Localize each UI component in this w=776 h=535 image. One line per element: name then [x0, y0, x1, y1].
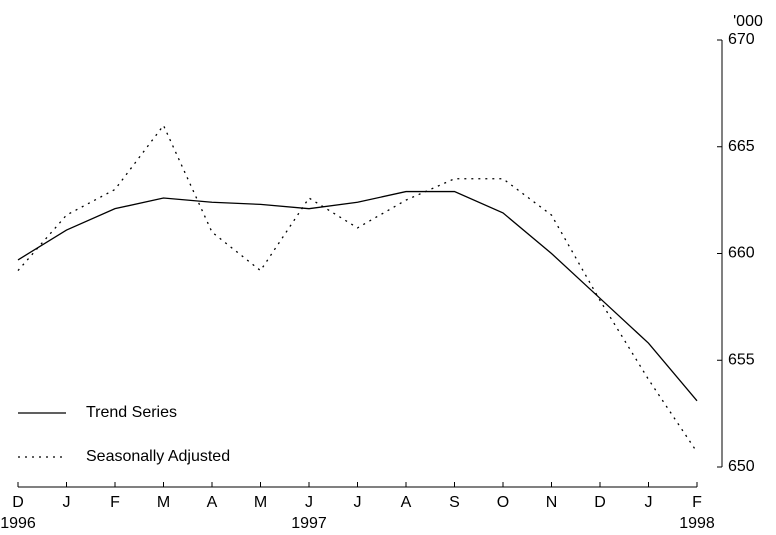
- x-tick-label: M: [254, 494, 267, 511]
- series-line: [17, 190, 698, 402]
- x-tick-label: A: [401, 494, 412, 511]
- x-year-label: 1996: [0, 515, 36, 532]
- x-tick-label: J: [354, 494, 362, 511]
- x-year-label: 1997: [291, 515, 327, 532]
- y-tick-label: 655: [728, 351, 755, 368]
- y-tick-label: 665: [728, 138, 755, 155]
- x-tick-label: D: [594, 494, 606, 511]
- y-tick-label: 660: [728, 245, 755, 262]
- x-tick-label: N: [546, 494, 558, 511]
- y-unit-label: '000: [733, 13, 763, 30]
- x-tick-label: F: [110, 494, 120, 511]
- x-year-label: 1998: [679, 515, 715, 532]
- x-tick-label: O: [497, 494, 509, 511]
- x-tick-label: J: [305, 494, 313, 511]
- x-tick-label: D: [12, 494, 24, 511]
- x-tick-label: J: [63, 494, 71, 511]
- series-line: [17, 124, 698, 453]
- legend-label: Seasonally Adjusted: [86, 448, 230, 465]
- x-tick-label: S: [449, 494, 460, 511]
- legend-label: Trend Series: [86, 404, 177, 421]
- x-tick-label: M: [157, 494, 170, 511]
- y-tick-label: 650: [728, 458, 755, 475]
- x-tick-label: F: [692, 494, 702, 511]
- x-tick-label: J: [645, 494, 653, 511]
- x-tick-label: A: [207, 494, 218, 511]
- y-tick-label: 670: [728, 31, 755, 48]
